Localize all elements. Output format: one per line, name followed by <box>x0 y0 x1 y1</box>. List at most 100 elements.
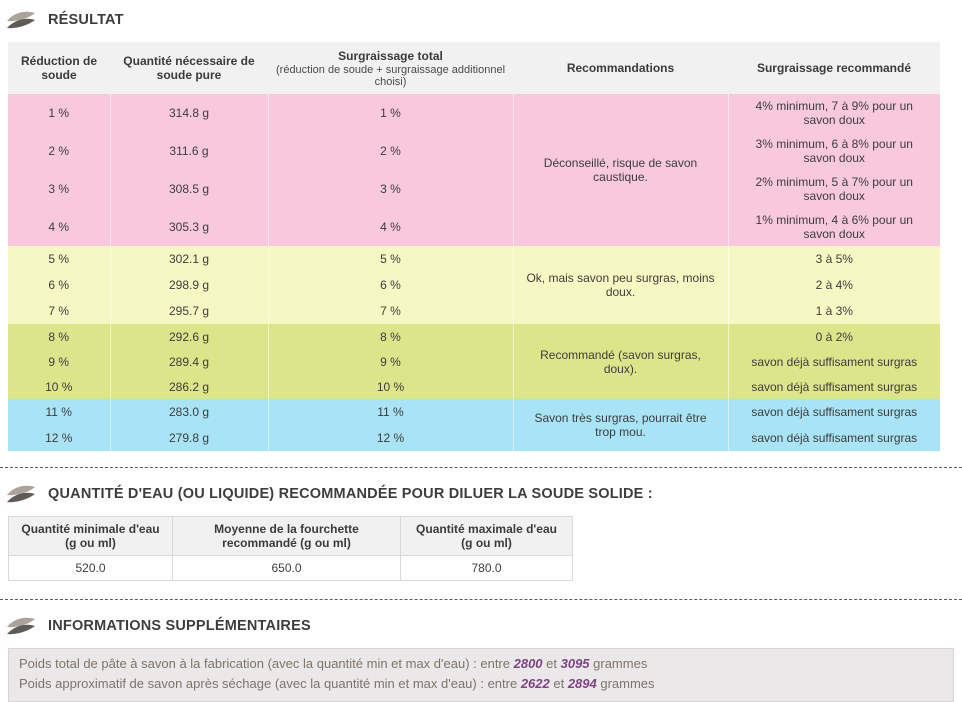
total-cell: 12 % <box>267 425 513 451</box>
water-table: Quantité minimale d'eau (g ou ml) Moyenn… <box>8 516 573 581</box>
table-row: 5 % 302.1 g 5 % Ok, mais savon peu surgr… <box>8 246 940 324</box>
result-table-header-row: Réduction de soude Quantité nécessaire d… <box>8 42 940 94</box>
additional-info-box: Poids total de pâte à savon à la fabrica… <box>8 648 954 702</box>
reduction-cell: 1 % <box>48 106 70 120</box>
quantity-cell: 308.5 g <box>109 170 268 208</box>
quantity-cell: 305.3 g <box>109 208 268 246</box>
recommended-cell: savon déjà suffisament surgras <box>727 349 940 374</box>
total-cell: 3 % <box>267 170 513 208</box>
water-max-value: 780.0 <box>400 555 573 581</box>
total-cell: 4 % <box>267 208 513 246</box>
water-section-header: QUANTITÉ D'EAU (OU LIQUIDE) RECOMMANDÉE … <box>6 482 962 506</box>
info-line-text: et <box>549 676 568 691</box>
dry-weight-max-value: 2894 <box>567 676 597 691</box>
dashed-separator <box>0 599 962 600</box>
water-table-header-row: Quantité minimale d'eau (g ou ml) Moyenn… <box>8 516 573 556</box>
recommended-cell: savon déjà suffisament surgras <box>727 374 940 399</box>
quantity-cell: 279.8 g <box>109 425 268 451</box>
double-leaf-icon <box>7 11 35 29</box>
table-row: 8 % 292.6 g 8 % Recommandé (savon surgra… <box>8 324 940 399</box>
recommendation-cell: Déconseillé, risque de savon caustique. <box>512 94 728 246</box>
table-row: 1 % 314.8 g 1 % Déconseillé, risque de s… <box>8 94 940 246</box>
table-row: 12 % 279.8 g 12 % savon déjà suffisament… <box>8 425 940 451</box>
info-line-fabrication: Poids total de pâte à savon à la fabrica… <box>19 654 943 674</box>
double-leaf-icon <box>7 617 35 635</box>
recommended-cell: 2 à 4% <box>727 272 940 298</box>
result-section-title: RÉSULTAT <box>48 12 124 28</box>
recommended-cell: savon déjà suffisament surgras <box>727 425 940 451</box>
total-cell: 2 % <box>267 132 513 170</box>
col-header-surgraissage-total-sub: (réduction de soude + surgraissage addit… <box>276 63 506 88</box>
col-header-surgraissage-total-main: Surgraissage total <box>338 48 443 63</box>
reduction-cell: 4 % <box>48 220 70 234</box>
reduction-cell: 10 % <box>45 379 73 394</box>
table-row: 10 % 286.2 g 10 % savon déjà suffisament… <box>8 374 940 399</box>
col-header-surgraissage-recommande: Surgraissage recommandé <box>728 42 940 94</box>
recommended-cell: 4% minimum, 7 à 9% pour un savon doux <box>727 94 940 132</box>
info-line-text: Poids approximatif de savon après séchag… <box>19 676 521 691</box>
quantity-cell: 298.9 g <box>109 272 268 298</box>
recommendation-cell: Savon très surgras, pourrait être trop m… <box>512 399 728 451</box>
reduction-cell: 11 % <box>45 405 72 419</box>
table-row: 2 % 311.6 g 2 % 3% minimum, 6 à 8% pour … <box>8 132 940 170</box>
total-cell: 8 % <box>267 324 513 349</box>
water-col-max: Quantité maximale d'eau (g ou ml) <box>400 516 573 556</box>
quantity-cell: 311.6 g <box>109 132 268 170</box>
reduction-cell: 7 % <box>48 304 70 318</box>
quantity-cell: 286.2 g <box>109 374 268 399</box>
water-table-value-row: 520.0 650.0 780.0 <box>8 555 573 581</box>
table-row: 11 % 283.0 g 11 % Savon très surgras, po… <box>8 399 940 451</box>
recommended-cell: 0 à 2% <box>727 324 940 349</box>
table-row: 4 % 305.3 g 4 % 1% minimum, 4 à 6% pour … <box>8 208 940 246</box>
recommended-cell: 1 à 3% <box>727 298 940 324</box>
dashed-separator <box>0 467 962 468</box>
water-min-value: 520.0 <box>8 555 173 581</box>
total-cell: 1 % <box>267 94 513 132</box>
total-cell: 10 % <box>267 374 513 399</box>
result-section-header: RÉSULTAT <box>6 8 962 32</box>
total-cell: 11 % <box>267 399 513 425</box>
recommended-cell: 1% minimum, 4 à 6% pour un savon doux <box>727 208 940 246</box>
reduction-cell: 6 % <box>48 278 70 292</box>
reduction-cell: 5 % <box>48 252 70 266</box>
recommended-cell: 3 à 5% <box>727 246 940 272</box>
quantity-cell: 302.1 g <box>109 246 268 272</box>
col-header-recommendations: Recommandations <box>513 42 728 94</box>
double-leaf-icon <box>7 485 35 503</box>
water-avg-value: 650.0 <box>172 555 401 581</box>
quantity-cell: 289.4 g <box>109 349 268 374</box>
total-cell: 5 % <box>267 246 513 272</box>
quantity-cell: 283.0 g <box>109 399 268 425</box>
water-col-min: Quantité minimale d'eau (g ou ml) <box>8 516 173 556</box>
col-header-reduction: Réduction de soude <box>8 42 110 94</box>
recommendation-cell: Recommandé (savon surgras, doux). <box>512 324 728 399</box>
reduction-cell: 8 % <box>48 329 70 344</box>
recommended-cell: 3% minimum, 6 à 8% pour un savon doux <box>727 132 940 170</box>
total-cell: 7 % <box>267 298 513 324</box>
dry-weight-min-value: 2622 <box>520 676 550 691</box>
reduction-cell: 12 % <box>45 431 73 445</box>
quantity-cell: 314.8 g <box>109 94 268 132</box>
col-header-surgraissage-total: Surgraissage total (réduction de soude +… <box>268 42 513 94</box>
quantity-cell: 292.6 g <box>109 324 268 349</box>
water-section-title: QUANTITÉ D'EAU (OU LIQUIDE) RECOMMANDÉE … <box>48 486 653 502</box>
info-line-sechage: Poids approximatif de savon après séchag… <box>19 674 943 694</box>
water-col-avg: Moyenne de la fourchette recommandé (g o… <box>172 516 401 556</box>
reduction-cell: 9 % <box>48 354 70 369</box>
recommendation-cell: Ok, mais savon peu surgras, moins doux. <box>512 246 728 324</box>
total-cell: 9 % <box>267 349 513 374</box>
col-header-quantity: Quantité nécessaire de soude pure <box>110 42 268 94</box>
recommended-cell: savon déjà suffisament surgras <box>727 399 940 425</box>
reduction-cell: 2 % <box>48 144 70 158</box>
info-section-header: INFORMATIONS SUPPLÉMENTAIRES <box>6 614 962 638</box>
table-row: 6 % 298.9 g 6 % 2 à 4% <box>8 272 940 298</box>
recommended-cell: 2% minimum, 5 à 7% pour un savon doux <box>727 170 940 208</box>
quantity-cell: 295.7 g <box>109 298 268 324</box>
info-section-title: INFORMATIONS SUPPLÉMENTAIRES <box>48 618 311 634</box>
reduction-cell: 3 % <box>48 182 70 196</box>
total-cell: 6 % <box>267 272 513 298</box>
table-row: 9 % 289.4 g 9 % savon déjà suffisament s… <box>8 349 940 374</box>
table-row: 7 % 295.7 g 7 % 1 à 3% <box>8 298 940 324</box>
table-row: 3 % 308.5 g 3 % 2% minimum, 5 à 7% pour … <box>8 170 940 208</box>
info-line-text: grammes <box>596 676 655 691</box>
